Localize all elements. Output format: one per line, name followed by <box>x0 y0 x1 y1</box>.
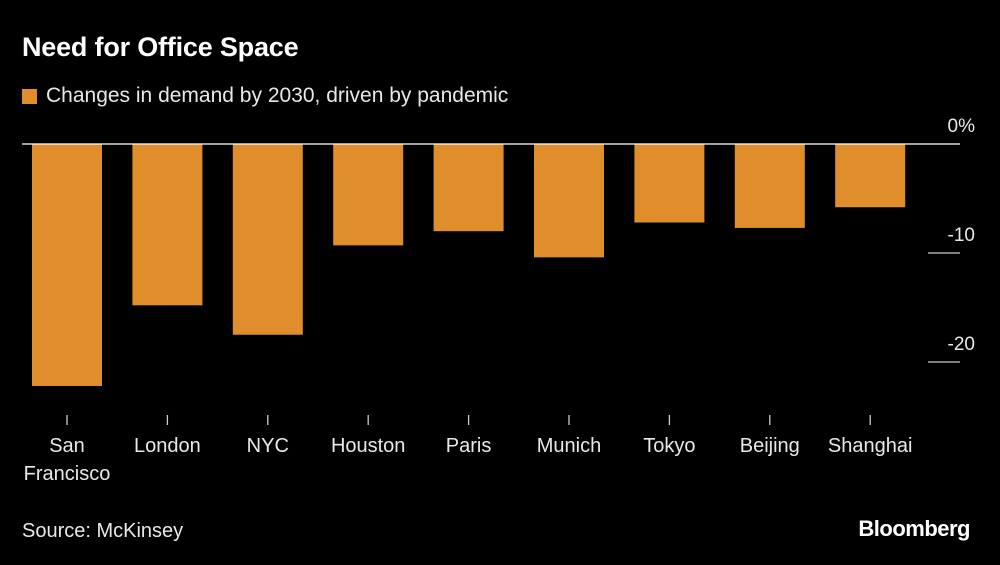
y-tick-label-0: 0% <box>948 116 976 137</box>
y-tick-label-1: -10 <box>948 225 975 246</box>
y-tick-label-2: -20 <box>948 334 975 355</box>
bar-5 <box>534 144 604 258</box>
x-tick-label-6: Tokyo <box>643 435 695 457</box>
legend: Changes in demand by 2030, driven by pan… <box>22 84 508 108</box>
bar-7 <box>734 144 805 228</box>
x-tick-label-1: London <box>134 435 201 457</box>
legend-label: Changes in demand by 2030, driven by pan… <box>46 84 509 107</box>
x-tick-label-0-line-0: San <box>49 435 85 457</box>
x-tick-label-8: Shanghai <box>828 435 913 457</box>
x-tick-label-0-line-1: Francisco <box>24 463 111 485</box>
x-tick-label-4: Paris <box>446 435 492 457</box>
bloomberg-logo: Bloomberg <box>858 516 970 541</box>
chart-title: Need for Office Space <box>22 32 299 62</box>
legend-swatch <box>22 88 37 104</box>
source-note: Source: McKinsey <box>22 520 184 542</box>
bar-6 <box>634 144 705 223</box>
bar-1 <box>132 144 203 306</box>
x-tick-label-7: Beijing <box>740 435 800 457</box>
bar-3 <box>333 144 404 246</box>
bar-2 <box>232 144 303 335</box>
x-tick-label-5: Munich <box>537 435 601 457</box>
bar-0 <box>32 144 102 386</box>
bar-8 <box>835 144 906 208</box>
bar-4 <box>433 144 504 232</box>
x-tick-label-3: Houston <box>331 435 406 457</box>
x-tick-label-2: NYC <box>247 435 289 457</box>
